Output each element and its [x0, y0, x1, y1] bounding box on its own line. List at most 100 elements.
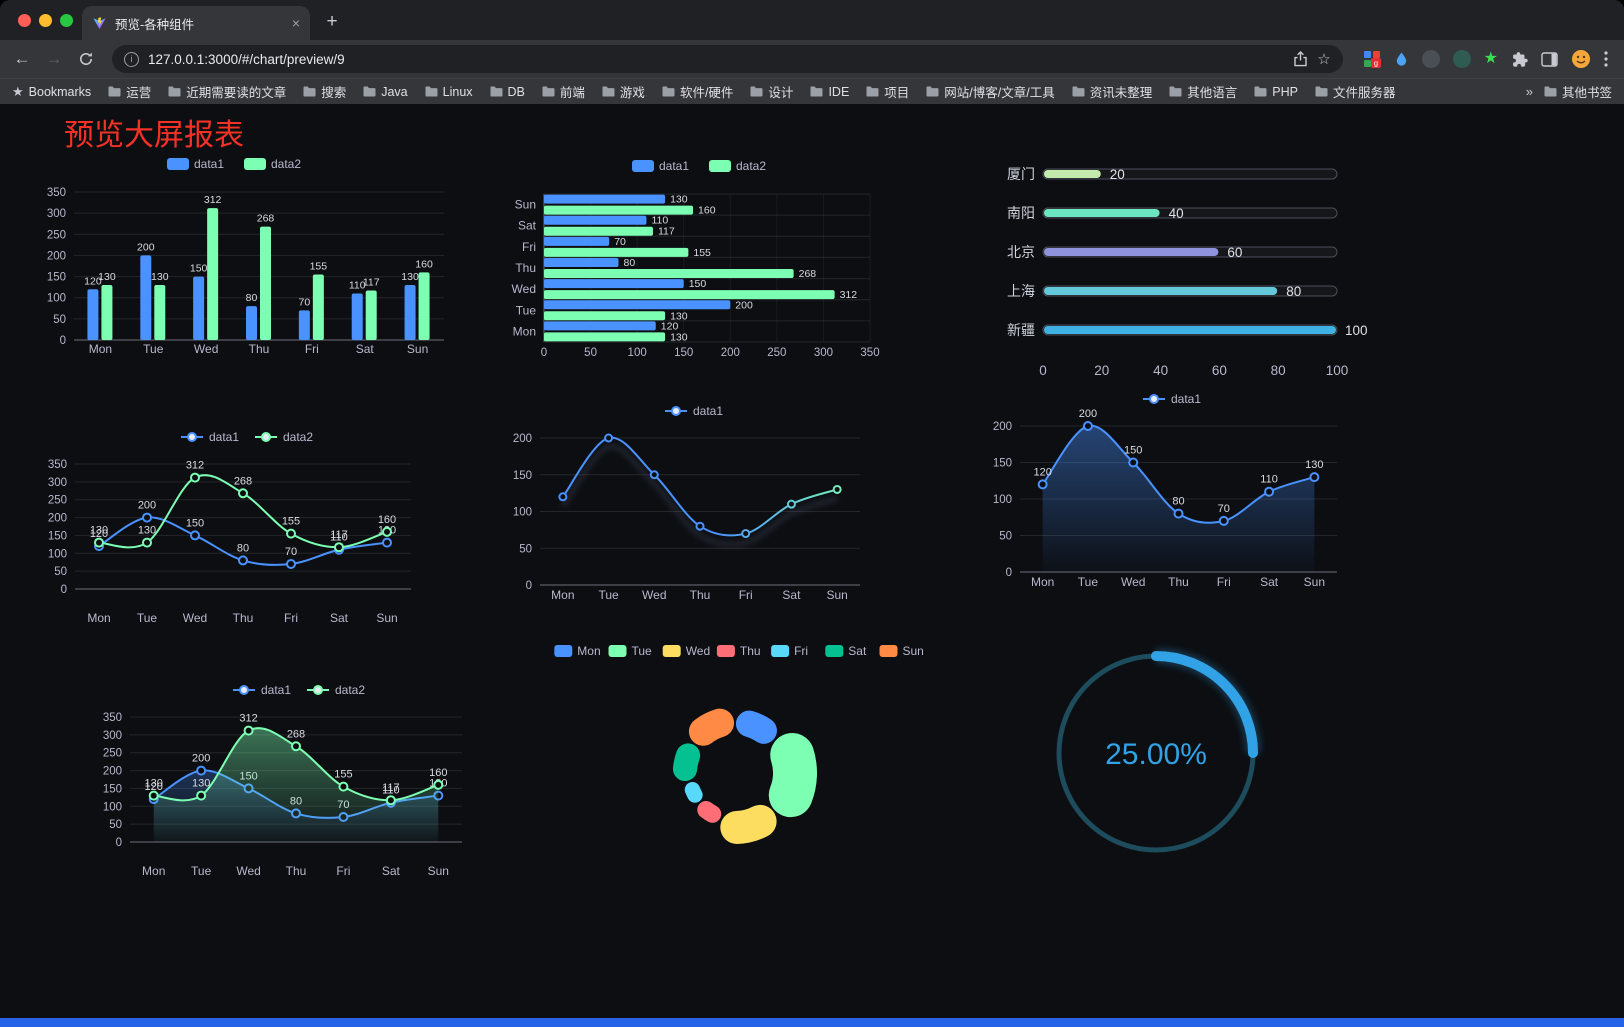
bookmark-folder[interactable]: 设计: [750, 82, 793, 101]
bookmark-folder[interactable]: 软件/硬件: [662, 82, 733, 101]
svg-text:Mon: Mon: [551, 588, 574, 602]
svg-text:Sat: Sat: [848, 644, 867, 658]
bookmarks-star-item[interactable]: ★ Bookmarks: [12, 84, 91, 100]
bookmark-folder[interactable]: 游戏: [602, 82, 645, 101]
svg-text:Wed: Wed: [686, 644, 710, 658]
browser-tab[interactable]: 预览-各种组件 ×: [82, 6, 310, 40]
svg-text:Fri: Fri: [794, 644, 808, 658]
bookmark-folder[interactable]: PHP: [1254, 85, 1298, 99]
svg-text:155: 155: [310, 260, 328, 272]
bookmark-folder[interactable]: 文件服务器: [1315, 82, 1395, 101]
legend[interactable]: data1 data2: [233, 683, 365, 697]
bookmarks-star-label: Bookmarks: [28, 84, 92, 99]
svg-text:50: 50: [519, 543, 532, 555]
donut-segment-Wed: [720, 804, 777, 844]
series-data1: 120 200 150 80 70 110 130: [1033, 408, 1324, 572]
svg-text:Wed: Wed: [183, 611, 207, 625]
svg-text:80: 80: [237, 542, 249, 554]
bookmark-folder[interactable]: Linux: [425, 85, 473, 99]
gauge-chart-svg: 25.00%: [1056, 649, 1260, 853]
svg-text:155: 155: [693, 247, 711, 259]
svg-text:Sun: Sun: [826, 588, 847, 602]
page-info-icon[interactable]: i: [124, 51, 139, 67]
svg-text:200: 200: [993, 421, 1012, 433]
svg-text:0: 0: [526, 580, 532, 592]
extension-icon-colorful[interactable]: g: [1363, 50, 1381, 68]
svg-text:100: 100: [628, 347, 647, 359]
folder-icon: [1254, 86, 1267, 97]
svg-text:Wed: Wed: [1121, 575, 1145, 589]
browser-menu-icon[interactable]: [1604, 51, 1608, 67]
svg-text:data1: data1: [209, 430, 239, 444]
svg-text:150: 150: [513, 470, 532, 482]
profile-avatar-emoji[interactable]: [1571, 49, 1591, 69]
bookmarks-overflow-chevron[interactable]: »: [1525, 84, 1533, 99]
dashboard-page: 预览大屏报表 data1 data2 0 50 100 150 200 250 300 350 Mo…: [0, 104, 1624, 1027]
svg-text:Wed: Wed: [194, 342, 218, 356]
extension-icon-blue-drop[interactable]: [1394, 51, 1409, 67]
share-icon[interactable]: [1293, 51, 1308, 67]
svg-text:上海: 上海: [1007, 283, 1035, 299]
legend[interactable]: data1: [665, 404, 723, 418]
svg-text:130: 130: [98, 271, 116, 283]
legend[interactable]: data1: [1143, 392, 1201, 406]
new-tab-button[interactable]: +: [326, 11, 338, 32]
folder-icon: [1072, 86, 1085, 97]
bottom-blue-bar: [0, 1018, 1624, 1027]
svg-text:60: 60: [1227, 245, 1242, 260]
folder-icon: [750, 86, 763, 97]
svg-text:Sat: Sat: [330, 611, 349, 625]
bookmark-folder[interactable]: 搜索: [303, 82, 346, 101]
bookmark-folder[interactable]: 资讯未整理: [1072, 82, 1152, 101]
svg-text:130: 130: [138, 525, 156, 537]
svg-text:Mon: Mon: [87, 611, 110, 625]
svg-text:data1: data1: [1171, 392, 1201, 406]
reload-button[interactable]: [72, 45, 100, 73]
extension-icon-dark-green-circle[interactable]: [1452, 50, 1471, 68]
window-zoom-button[interactable]: [60, 14, 73, 27]
svg-text:Fri: Fri: [305, 342, 319, 356]
svg-text:Mon: Mon: [1031, 575, 1054, 589]
series-data2: 130 130 312 268 155 117 160: [90, 460, 396, 553]
svg-text:Sun: Sun: [407, 342, 428, 356]
svg-text:200: 200: [138, 500, 156, 512]
bookmark-folder[interactable]: 前端: [542, 82, 585, 101]
bookmark-folder[interactable]: 运营: [108, 82, 151, 101]
bookmark-folder[interactable]: 其他语言: [1169, 82, 1237, 101]
extensions-puzzle-icon[interactable]: [1511, 51, 1528, 68]
svg-text:268: 268: [234, 475, 252, 487]
bookmark-folder[interactable]: 项目: [866, 82, 909, 101]
window-minimize-button[interactable]: [39, 14, 52, 27]
url-text[interactable]: 127.0.0.1:3000/#/chart/preview/9: [148, 51, 345, 67]
legend[interactable]: data1 data2: [167, 157, 301, 171]
bookmark-star-icon[interactable]: ☆: [1317, 51, 1331, 68]
extension-icon-green-star[interactable]: ★: [1483, 50, 1498, 67]
svg-text:data2: data2: [283, 430, 313, 444]
folder-icon: [168, 86, 181, 97]
bookmark-folder[interactable]: IDE: [810, 85, 849, 99]
svg-text:155: 155: [282, 516, 300, 528]
address-bar[interactable]: i 127.0.0.1:3000/#/chart/preview/9 ☆: [112, 45, 1343, 73]
window-close-button[interactable]: [18, 14, 31, 27]
bookmark-folder[interactable]: 网站/博客/文章/工具: [926, 82, 1055, 101]
back-button[interactable]: ←: [13, 49, 31, 68]
forward-button[interactable]: →: [45, 49, 63, 68]
side-panel-icon[interactable]: [1541, 51, 1558, 67]
svg-text:150: 150: [186, 517, 204, 529]
other-bookmarks-folder[interactable]: 其他书签: [1544, 82, 1612, 101]
svg-text:250: 250: [48, 495, 67, 507]
extension-icon-gray-circle[interactable]: [1421, 50, 1440, 68]
bookmark-folder[interactable]: DB: [490, 85, 525, 99]
legend[interactable]: data1 data2: [181, 430, 313, 444]
svg-text:150: 150: [689, 278, 707, 290]
tab-close-icon[interactable]: ×: [291, 15, 300, 31]
line-chart-svg: data1 0 50 100 150 200 Mon Tue Wed Thu Fri Sat Sun: [513, 404, 860, 602]
legend[interactable]: data1 data2: [632, 159, 766, 173]
legend[interactable]: Mon Tue Wed Thu Fri Sat Sun: [554, 644, 924, 658]
svg-text:100: 100: [47, 293, 66, 305]
svg-text:130: 130: [1305, 459, 1323, 471]
progress-chart-svg: 厦门 20 南阳 40 北京 60 上海 80 新疆 100 0 20 40 60 80 100: [1007, 166, 1368, 378]
bookmark-folder[interactable]: Java: [363, 85, 408, 99]
bookmark-folder[interactable]: 近期需要读的文章: [168, 82, 286, 101]
svg-text:南阳: 南阳: [1007, 205, 1035, 221]
